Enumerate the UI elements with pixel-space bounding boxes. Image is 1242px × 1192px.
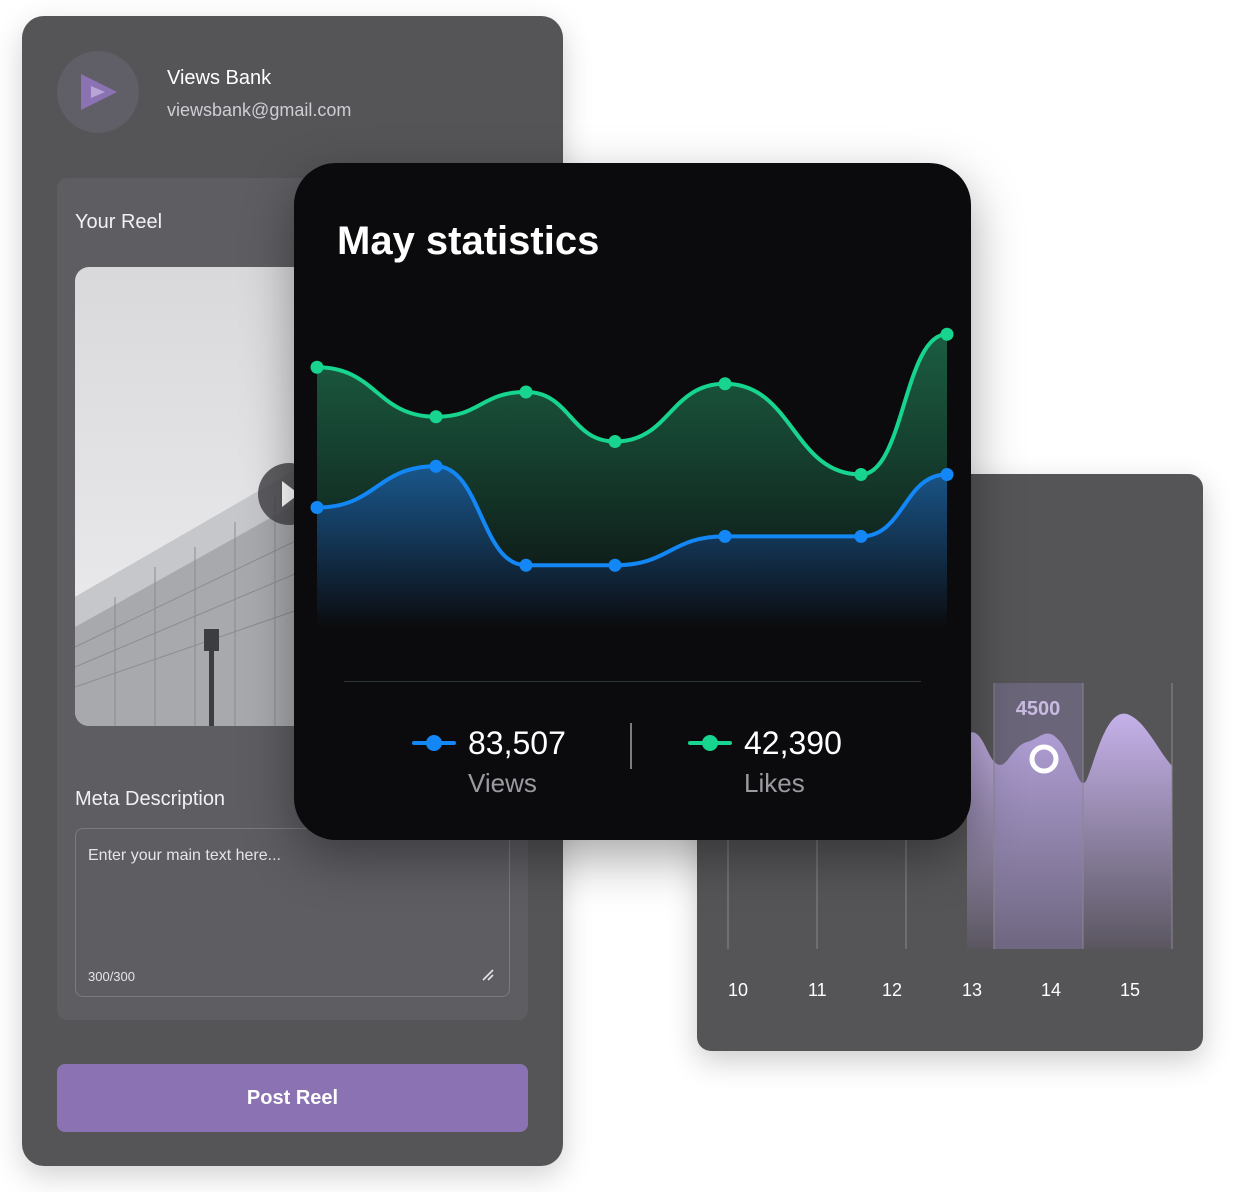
daily-area bbox=[967, 713, 1172, 949]
reel-thumbnail[interactable] bbox=[75, 267, 335, 726]
stats-title: May statistics bbox=[337, 219, 600, 263]
x-tick-label: 11 bbox=[808, 980, 827, 1000]
highlight-value: 4500 bbox=[1015, 698, 1061, 720]
stats-divider bbox=[344, 681, 921, 682]
meta-description-label: Meta Description bbox=[75, 788, 226, 810]
likes-point bbox=[608, 435, 622, 448]
views-point bbox=[854, 529, 868, 543]
likes-point bbox=[310, 360, 324, 374]
account-email: viewsbank@gmail.com bbox=[167, 100, 352, 120]
views-point bbox=[940, 468, 954, 481]
likes-point bbox=[940, 327, 954, 341]
views-point bbox=[429, 459, 443, 473]
x-tick-label: 10 bbox=[728, 980, 749, 1000]
meta-description-field[interactable]: Enter your main text here... 300/300 bbox=[75, 828, 510, 997]
views-value: 83,507 bbox=[468, 725, 566, 761]
account-name: Views Bank bbox=[167, 67, 272, 89]
likes-label: Likes bbox=[744, 768, 805, 798]
x-tick-label: 15 bbox=[1120, 980, 1141, 1000]
highlight-point bbox=[1029, 744, 1059, 774]
likes-point bbox=[429, 410, 443, 424]
reel-title: Your Reel bbox=[75, 211, 163, 233]
stats-area-chart bbox=[310, 327, 954, 628]
x-tick-label: 13 bbox=[962, 980, 983, 1000]
likes-point bbox=[854, 468, 868, 481]
may-statistics-card: May statistics 83,507 Views 42,390 Likes bbox=[294, 163, 971, 840]
views-legend-icon bbox=[412, 735, 456, 751]
post-reel-button[interactable]: Post Reel bbox=[57, 1064, 528, 1132]
likes-legend-icon bbox=[688, 735, 732, 751]
legend-divider bbox=[630, 723, 632, 769]
views-point bbox=[310, 501, 324, 514]
grid-lines bbox=[727, 683, 1173, 949]
views-area bbox=[317, 466, 947, 628]
character-count: 300/300 bbox=[88, 969, 135, 984]
views-point bbox=[718, 529, 732, 543]
likes-point bbox=[519, 385, 533, 399]
views-label: Views bbox=[468, 768, 537, 798]
views-point bbox=[519, 558, 533, 572]
play-logo-icon bbox=[81, 74, 117, 110]
highlight-column bbox=[994, 683, 1083, 949]
views-point bbox=[608, 558, 622, 572]
x-tick-label: 14 bbox=[1041, 980, 1062, 1000]
avatar bbox=[57, 51, 139, 133]
likes-point bbox=[718, 377, 732, 391]
daily-area-chart bbox=[727, 683, 1173, 949]
x-tick-label: 12 bbox=[882, 980, 903, 1000]
likes-value: 42,390 bbox=[744, 725, 842, 761]
meta-placeholder: Enter your main text here... bbox=[88, 847, 281, 864]
resize-handle-icon[interactable] bbox=[481, 968, 495, 982]
